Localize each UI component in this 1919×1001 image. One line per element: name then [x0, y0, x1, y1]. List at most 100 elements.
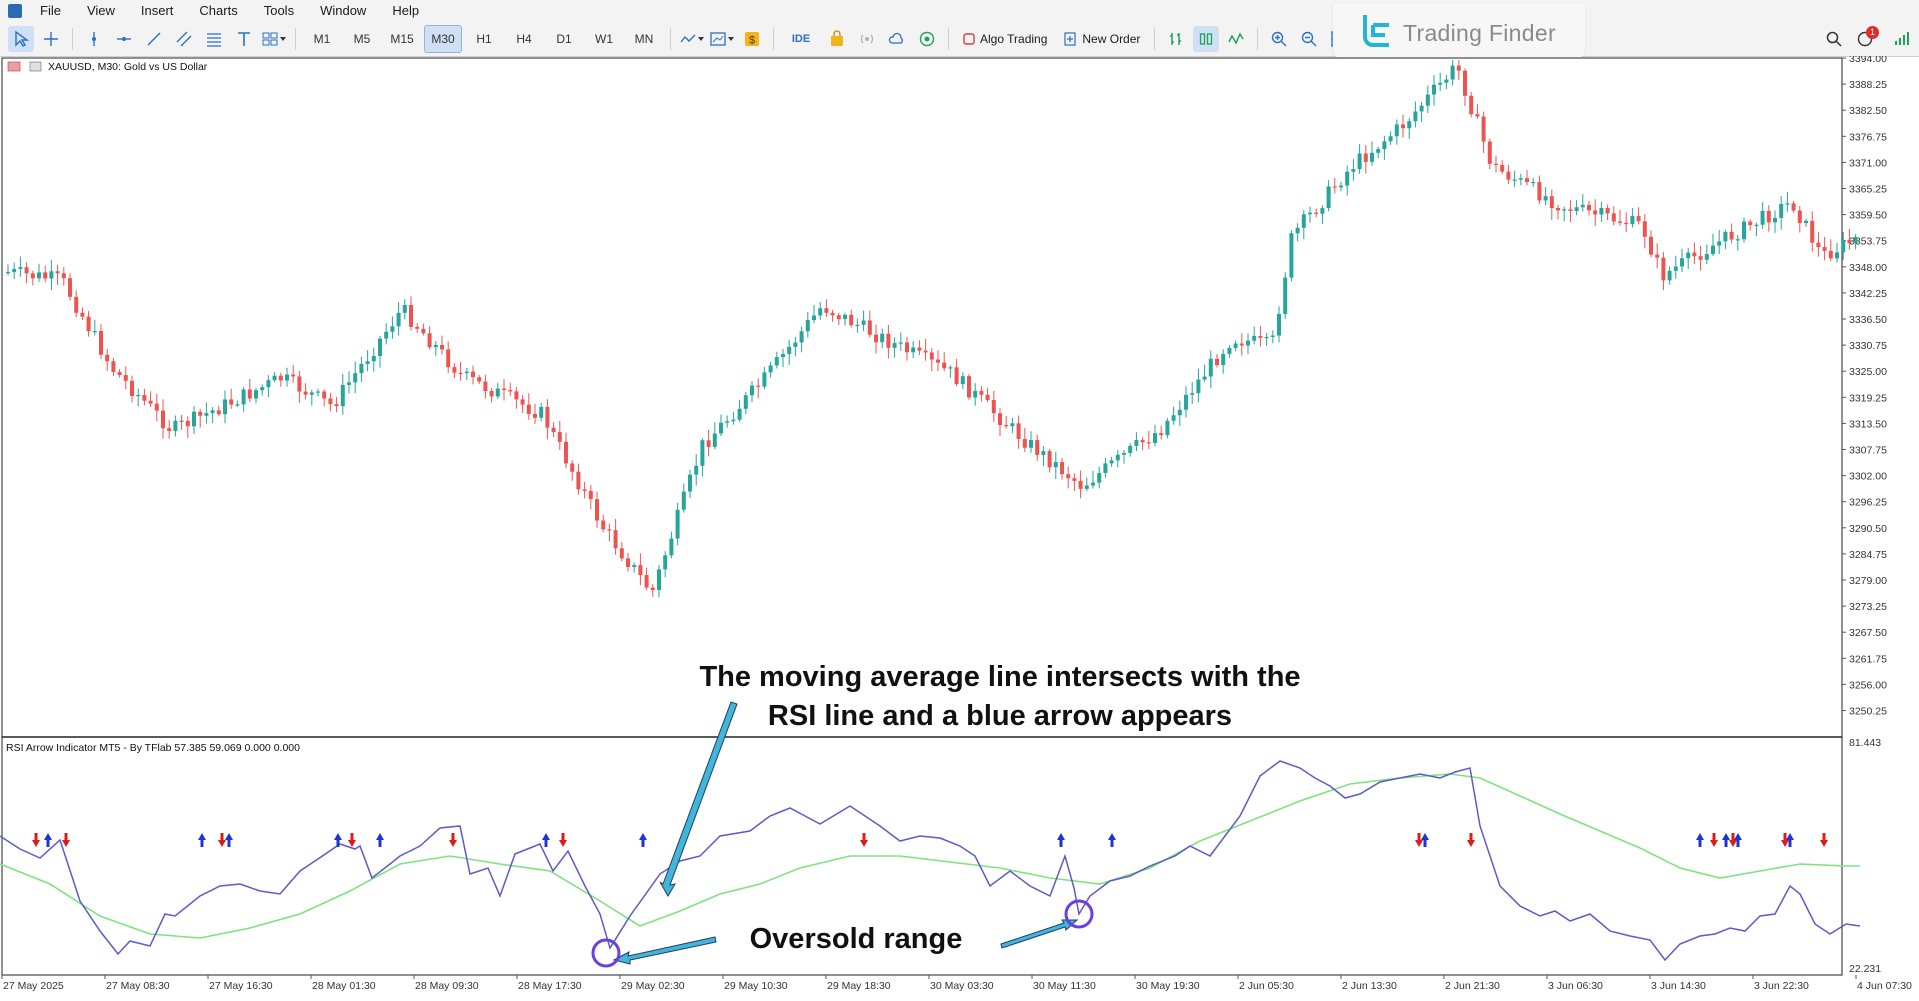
candle-body	[917, 347, 922, 351]
candle-body	[818, 308, 823, 316]
candle-body	[1060, 462, 1064, 475]
timeframe-m15[interactable]: M15	[390, 32, 414, 46]
sell-arrow-icon	[1415, 833, 1423, 847]
text-tool-button[interactable]	[231, 26, 257, 52]
timeframe-m30[interactable]: M30	[424, 25, 462, 53]
candle-body	[1481, 116, 1486, 142]
candle-body	[669, 538, 674, 556]
shopping-bag-icon	[831, 30, 843, 46]
candle-body	[1556, 207, 1560, 211]
candle-body	[396, 312, 401, 327]
templates-button[interactable]	[709, 26, 735, 52]
menu-file[interactable]: File	[40, 3, 61, 18]
timeframe-m1[interactable]: M1	[313, 32, 331, 46]
candle-body	[154, 403, 159, 411]
search-icon[interactable]	[1825, 30, 1843, 48]
line-chart-button[interactable]	[1223, 26, 1249, 52]
timeframe-w1[interactable]: W1	[595, 32, 613, 46]
menu-charts[interactable]: Charts	[199, 3, 238, 18]
candle-body	[731, 419, 736, 422]
candle-body	[1401, 124, 1405, 129]
candle-body	[613, 530, 618, 549]
fibonacci-button[interactable]	[201, 26, 227, 52]
price-tick-label: 3302.00	[1849, 471, 1887, 483]
candle-body	[514, 391, 519, 400]
menu-bar: File View Insert Charts Tools Window Hel…	[0, 0, 1919, 22]
candle-body	[161, 410, 165, 429]
timeframe-m5[interactable]: M5	[353, 32, 371, 46]
vertical-line-icon	[92, 32, 96, 46]
chart-window[interactable]: XAUUSD, M30: Gold vs US Dollar 3394.00 33…	[0, 53, 1919, 996]
algo-trading-label: Algo Trading	[980, 32, 1048, 46]
candle-body	[148, 400, 153, 404]
menu-view[interactable]: View	[86, 3, 115, 18]
timeframe-h4[interactable]: H4	[516, 32, 532, 46]
menu-window[interactable]: Window	[320, 3, 367, 18]
candle-body	[830, 312, 835, 316]
cursor-tool-button[interactable]	[8, 26, 34, 52]
menu-help[interactable]: Help	[392, 3, 420, 18]
indicators-button[interactable]	[679, 26, 705, 52]
horizontal-line-button[interactable]	[111, 26, 137, 52]
bar-chart-button[interactable]	[1163, 26, 1189, 52]
menu-insert[interactable]: Insert	[140, 3, 174, 18]
signals-button[interactable]	[854, 26, 880, 52]
candle-body	[1562, 209, 1567, 211]
candle-body	[923, 350, 928, 353]
vertical-line-button[interactable]	[81, 26, 107, 52]
candlestick-button[interactable]	[1193, 26, 1220, 52]
candle-body	[117, 371, 122, 376]
candle-body	[1512, 179, 1517, 181]
candle-body	[1035, 440, 1040, 455]
candle-body	[1754, 224, 1759, 226]
notifications-button[interactable]: 1	[1857, 26, 1880, 48]
cloud-icon	[888, 32, 903, 44]
price-chart[interactable]: XAUUSD, M30: Gold vs US Dollar 3394.0033…	[0, 53, 1919, 996]
signal-arrows	[32, 833, 1828, 847]
candle-body	[1419, 105, 1424, 112]
sell-arrow-icon	[1729, 833, 1737, 847]
candle-body	[1729, 231, 1734, 240]
sell-arrow-icon	[32, 833, 40, 847]
candle-body	[266, 380, 271, 388]
time-tick-label: 29 May 02:30	[621, 980, 685, 992]
candle-body	[601, 520, 606, 530]
candle-body	[557, 432, 562, 442]
candle-body	[1146, 442, 1151, 444]
candle-body	[446, 349, 451, 368]
algo-trading-button[interactable]: Algo Trading	[957, 26, 1053, 52]
candle-body	[1642, 221, 1647, 237]
candle-body	[1711, 245, 1715, 255]
connection-icon[interactable]	[1893, 30, 1911, 48]
trendline-button[interactable]	[141, 26, 167, 52]
candle-body	[1574, 207, 1579, 211]
candle-body	[638, 565, 643, 576]
timeframe-h1[interactable]: H1	[476, 32, 492, 46]
candle-body	[105, 354, 110, 362]
trade-button[interactable]: $	[739, 26, 765, 52]
zoom-out-button[interactable]	[1296, 26, 1322, 52]
buy-arrow-icon	[1722, 833, 1730, 847]
time-tick-label: 3 Jun 14:30	[1651, 980, 1706, 992]
timeframe-d1[interactable]: D1	[556, 32, 572, 46]
channel-button[interactable]	[171, 26, 197, 52]
vps-button[interactable]	[884, 26, 910, 52]
candle-body	[681, 491, 686, 510]
shapes-button[interactable]	[261, 26, 287, 52]
time-tick-label: 2 Jun 05:30	[1239, 980, 1294, 992]
candle-body	[483, 381, 488, 391]
menu-tools[interactable]: Tools	[263, 3, 295, 18]
zoom-in-button[interactable]	[1266, 26, 1292, 52]
crosshair-button[interactable]	[38, 26, 64, 52]
candle-body	[1766, 210, 1771, 223]
community-button[interactable]	[914, 26, 940, 52]
candle-body	[433, 344, 438, 348]
annotation-text-line1: The moving average line intersects with …	[699, 661, 1300, 693]
candle-body	[86, 316, 91, 332]
bar-chart-icon	[1170, 33, 1182, 45]
ide-button[interactable]: IDE	[782, 26, 820, 52]
market-button[interactable]	[824, 26, 850, 52]
new-order-button[interactable]: New Order	[1057, 26, 1146, 52]
sell-arrow-icon	[860, 833, 868, 847]
timeframe-mn[interactable]: MN	[634, 32, 654, 46]
